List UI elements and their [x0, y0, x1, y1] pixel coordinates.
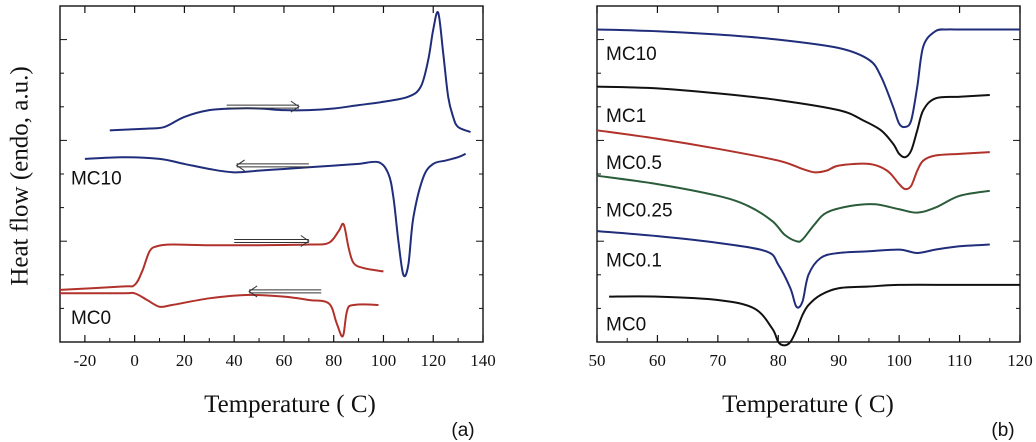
x-tick-label: 60 [649, 351, 666, 370]
plot-frame [59, 5, 484, 343]
direction-arrow-right [234, 235, 310, 247]
curve-label-mc0-5: MC0.5 [606, 153, 662, 174]
series-line-mc0-5 [596, 129, 990, 191]
arrow-head [235, 159, 245, 172]
series-line-mc10 [596, 28, 1020, 129]
x-tick-label: 100 [371, 351, 397, 370]
series-line-mc0-25 [596, 174, 990, 243]
x-tick-label: 40 [226, 351, 243, 370]
x-tick-label: 20 [176, 351, 193, 370]
series-line-mc0-cooling [59, 291, 379, 338]
x-tick-label: 110 [947, 351, 972, 370]
x-tick-label: 80 [770, 351, 787, 370]
series-line-mc0-heating [59, 222, 384, 291]
y-axis-title-a: Heat flow (endo, a.u.) [7, 66, 34, 285]
x-tick-label: 90 [830, 351, 847, 370]
x-tick-label: 70 [709, 351, 726, 370]
x-axis-title-b: Temperature ( C) [722, 391, 894, 418]
panel-label-a: (a) [451, 420, 474, 441]
plot-area-b: 50 60 70 80 90 100 110 120 MC10 MC1 MC0.5 MC0.25 MC0… [589, 5, 1033, 370]
curve-label-mc1: MC1 [606, 106, 646, 127]
x-tick-label: 80 [325, 351, 342, 370]
curve-label-mc10: MC10 [606, 44, 657, 65]
curve-label-mc0-1: MC0.1 [606, 251, 662, 272]
series-line-mc0-1 [596, 230, 990, 309]
x-tick-label: 0 [130, 351, 139, 370]
curve-label-mc0-25: MC0.25 [606, 200, 673, 221]
arrow-head [300, 235, 310, 247]
plot-area-a: -20 0 20 40 60 80 100 120 140 MC10 MC0 [59, 5, 496, 370]
x-axis-title-a: Temperature ( C) [204, 391, 376, 418]
x-tick-label: -20 [74, 351, 97, 370]
x-tick-label: 120 [1007, 351, 1033, 370]
direction-arrow-left [235, 159, 309, 172]
curve-label-mc0: MC0 [71, 308, 111, 329]
direction-arrow-right [226, 100, 300, 113]
series-line-mc10-cooling [84, 152, 467, 278]
series-line-mc0 [609, 283, 1020, 347]
curve-label-mc10: MC10 [71, 168, 122, 189]
series-line-mc1 [596, 85, 990, 159]
x-tick-label: 100 [886, 351, 912, 370]
arrow-head [290, 100, 300, 113]
panel-a: Heat flow (endo, a.u.) -20 0 20 40 60 80 100 12… [7, 5, 496, 441]
panel-label-b: (b) [991, 420, 1014, 441]
x-tick-label: 60 [275, 351, 292, 370]
x-tick-label: 120 [420, 351, 446, 370]
x-tick-label: 140 [470, 351, 496, 370]
direction-arrow-left [248, 285, 322, 298]
series-line-mc10-heating [109, 10, 471, 133]
arrow-head [248, 285, 258, 298]
curve-label-mc0: MC0 [606, 315, 646, 336]
panel-b: 50 60 70 80 90 100 110 120 MC10 MC1 MC0.5 MC0.25 MC0… [589, 5, 1033, 441]
x-tick-label: 50 [589, 351, 606, 370]
